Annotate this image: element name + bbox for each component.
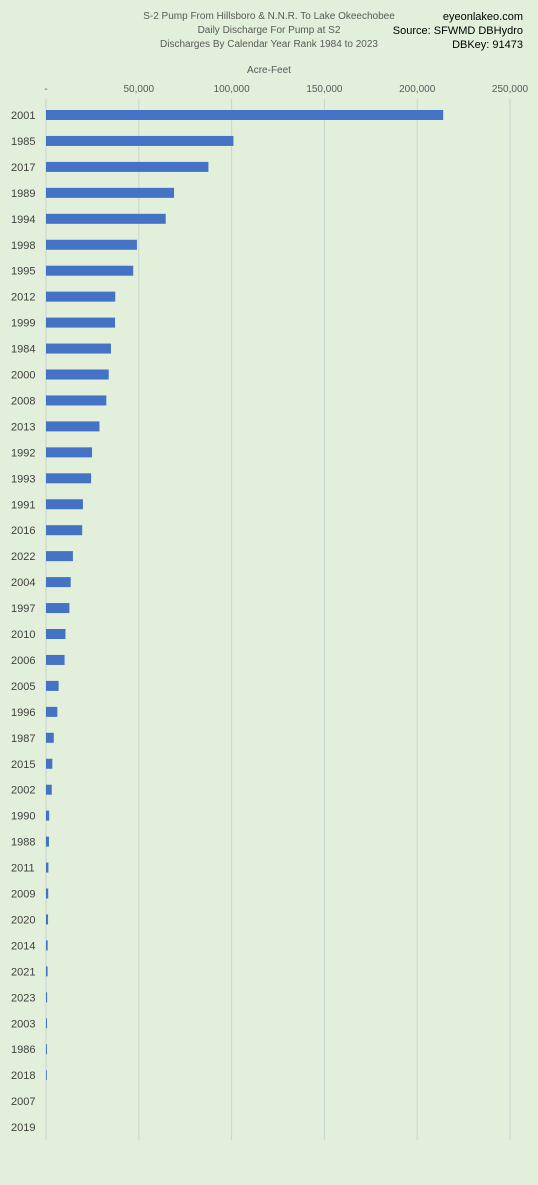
category-label-1996: 1996 (11, 707, 35, 719)
category-label-1993: 1993 (11, 473, 35, 485)
category-label-2011: 2011 (11, 863, 35, 875)
category-label-1992: 1992 (11, 447, 35, 459)
category-label-2022: 2022 (11, 551, 35, 563)
x-tick-label-1: 50,000 (124, 84, 155, 95)
category-label-1984: 1984 (11, 344, 35, 356)
category-label-2020: 2020 (11, 914, 35, 926)
category-label-2006: 2006 (11, 655, 35, 667)
category-label-1985: 1985 (11, 136, 35, 148)
category-label-2023: 2023 (11, 992, 35, 1004)
bar-1994 (46, 213, 166, 224)
category-label-2004: 2004 (11, 577, 35, 589)
bar-1988 (46, 836, 49, 847)
category-label-2018: 2018 (11, 1070, 35, 1082)
bar-1997 (46, 603, 70, 614)
category-label-1987: 1987 (11, 733, 35, 745)
category-label-1994: 1994 (11, 214, 35, 226)
category-label-1990: 1990 (11, 811, 35, 823)
bar-2005 (46, 680, 59, 691)
bar-2021 (46, 966, 48, 977)
bar-1991 (46, 499, 83, 510)
category-label-2002: 2002 (11, 785, 35, 797)
category-label-1989: 1989 (11, 188, 35, 200)
x-tick-label-0: - (44, 84, 47, 95)
source-line-2: Source: SFWMD DBHydro (392, 25, 523, 37)
category-label-2013: 2013 (11, 421, 35, 433)
category-label-2012: 2012 (11, 292, 35, 304)
category-label-2007: 2007 (11, 1096, 35, 1108)
category-label-1997: 1997 (11, 603, 35, 615)
bar-1992 (46, 447, 93, 458)
bar-2015 (46, 758, 53, 769)
bar-2016 (46, 525, 83, 536)
bar-1995 (46, 265, 134, 276)
category-label-2014: 2014 (11, 940, 35, 952)
bar-2017 (46, 161, 209, 172)
bar-1987 (46, 732, 54, 743)
category-label-2015: 2015 (11, 759, 35, 771)
x-tick-label-4: 200,000 (399, 84, 436, 95)
bar-2011 (46, 862, 49, 873)
bar-2008 (46, 395, 107, 406)
bar-2006 (46, 654, 65, 665)
bar-2023 (46, 992, 48, 1003)
source-line-1: eyeonlakeo.com (442, 11, 523, 23)
bar-1990 (46, 810, 50, 821)
chart-title-line-3: Discharges By Calendar Year Rank 1984 to… (160, 39, 378, 50)
category-label-2017: 2017 (11, 162, 35, 174)
chart-title-line-2: Daily Discharge For Pump at S2 (197, 25, 341, 36)
bar-1986 (46, 1044, 47, 1055)
grid-lines (45, 99, 511, 1140)
category-label-1995: 1995 (11, 266, 35, 278)
category-label-2000: 2000 (11, 370, 35, 382)
bar-2000 (46, 369, 109, 380)
category-label-1998: 1998 (11, 240, 35, 252)
category-label-2010: 2010 (11, 629, 35, 641)
category-label-2005: 2005 (11, 681, 35, 693)
category-label-1988: 1988 (11, 837, 35, 849)
bar-1998 (46, 239, 137, 250)
chart-title-block: S-2 Pump From Hillsboro & N.N.R. To Lake… (0, 10, 538, 52)
category-label-1986: 1986 (11, 1044, 35, 1056)
category-label-2008: 2008 (11, 395, 35, 407)
bar-2014 (46, 940, 48, 951)
bar-2009 (46, 888, 49, 899)
category-label-2016: 2016 (11, 525, 35, 537)
bar-1999 (46, 317, 116, 328)
category-label-2003: 2003 (11, 1018, 35, 1030)
bar-2002 (46, 784, 52, 795)
category-label-1999: 1999 (11, 318, 35, 330)
x-tick-labels: - 50,000 100,000 150,000 200,000 250,000 (44, 84, 528, 95)
bar-2022 (46, 551, 73, 562)
bar-2003 (46, 1018, 48, 1029)
bar-2004 (46, 577, 71, 588)
category-label-2019: 2019 (11, 1122, 35, 1134)
bar-2012 (46, 291, 116, 302)
bar-2018 (46, 1070, 47, 1081)
category-label-2001: 2001 (11, 110, 35, 122)
bar-1984 (46, 343, 111, 354)
category-labels: 2001 1985 2017 1989 1994 1998 1995 2012 1999 1984… (11, 110, 35, 1134)
bar-2001 (46, 110, 444, 120)
source-block: eyeonlakeo.com Source: SFWMD DBHydro DBK… (393, 10, 523, 52)
bar-1993 (46, 473, 92, 484)
bar-1996 (46, 706, 58, 717)
bar-2010 (46, 629, 66, 639)
chart-title-line-1: S-2 Pump From Hillsboro & N.N.R. To Lake… (143, 11, 395, 22)
bar-1985 (46, 135, 234, 146)
category-label-2009: 2009 (11, 889, 35, 901)
source-line-3: DBKey: 91473 (452, 39, 523, 51)
x-tick-label-5: 250,000 (492, 84, 529, 95)
bar-2020 (46, 914, 49, 925)
category-label-2021: 2021 (11, 966, 35, 978)
bar-1989 (46, 187, 175, 198)
bar-2013 (46, 421, 100, 432)
x-tick-label-3: 150,000 (306, 84, 343, 95)
x-tick-label-2: 100,000 (214, 84, 251, 95)
category-label-1991: 1991 (11, 499, 35, 511)
x-axis-title: Acre-Feet (247, 65, 291, 76)
bars (46, 110, 444, 1081)
